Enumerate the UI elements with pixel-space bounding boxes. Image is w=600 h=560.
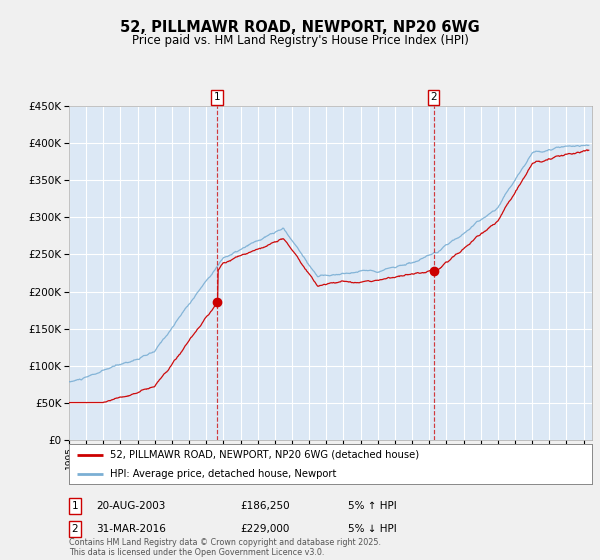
Text: HPI: Average price, detached house, Newport: HPI: Average price, detached house, Newp… (110, 469, 336, 478)
Text: 52, PILLMAWR ROAD, NEWPORT, NP20 6WG (detached house): 52, PILLMAWR ROAD, NEWPORT, NP20 6WG (de… (110, 450, 419, 460)
Text: Price paid vs. HM Land Registry's House Price Index (HPI): Price paid vs. HM Land Registry's House … (131, 34, 469, 46)
Text: £229,000: £229,000 (240, 524, 289, 534)
Text: £186,250: £186,250 (240, 501, 290, 511)
Text: 5% ↑ HPI: 5% ↑ HPI (348, 501, 397, 511)
Text: 1: 1 (214, 92, 221, 102)
Text: 52, PILLMAWR ROAD, NEWPORT, NP20 6WG: 52, PILLMAWR ROAD, NEWPORT, NP20 6WG (120, 20, 480, 35)
Text: 2: 2 (71, 524, 79, 534)
Text: 20-AUG-2003: 20-AUG-2003 (96, 501, 166, 511)
Text: Contains HM Land Registry data © Crown copyright and database right 2025.
This d: Contains HM Land Registry data © Crown c… (69, 538, 381, 557)
Text: 1: 1 (71, 501, 79, 511)
Text: 2: 2 (430, 92, 437, 102)
Text: 5% ↓ HPI: 5% ↓ HPI (348, 524, 397, 534)
Text: 31-MAR-2016: 31-MAR-2016 (96, 524, 166, 534)
